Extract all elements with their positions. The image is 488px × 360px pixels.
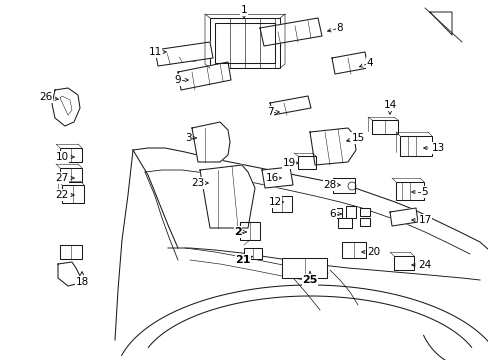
Text: 19: 19 [282,158,295,168]
Text: 10: 10 [55,152,68,162]
Text: 28: 28 [323,180,336,190]
Bar [215,23,274,63]
Text: 21: 21 [235,255,250,265]
Polygon shape [260,18,321,46]
Bar [60,245,82,259]
Text: 24: 24 [418,260,431,270]
Text: 25: 25 [302,275,317,285]
Text: 26: 26 [40,92,53,102]
Text: 14: 14 [383,100,396,110]
Bar [209,18,280,68]
Polygon shape [429,12,451,35]
Polygon shape [155,42,213,66]
Bar [60,148,82,162]
Text: 22: 22 [55,190,68,200]
Bar [371,120,397,134]
Polygon shape [269,96,310,115]
Bar [359,208,369,216]
Text: 18: 18 [75,277,88,287]
Text: 11: 11 [148,47,162,57]
Text: 15: 15 [351,133,364,143]
Bar [359,218,369,226]
Text: 13: 13 [430,143,444,153]
Text: 20: 20 [366,247,380,257]
Bar [271,196,291,212]
Polygon shape [200,165,254,228]
Polygon shape [52,88,80,126]
Text: 1: 1 [240,5,247,15]
Bar [60,168,82,182]
Bar [297,156,315,169]
Bar [337,218,351,228]
Bar [62,185,84,203]
Polygon shape [331,52,367,74]
Bar [399,136,431,156]
Text: 9: 9 [174,75,181,85]
Text: 23: 23 [191,178,204,188]
Bar [329,208,341,218]
Bar [282,258,326,278]
Polygon shape [58,262,80,286]
Polygon shape [192,122,229,162]
Bar [393,256,413,270]
Text: 12: 12 [268,197,281,207]
Text: 3: 3 [184,133,191,143]
Bar [346,206,355,218]
Polygon shape [389,208,417,226]
Bar [332,178,354,193]
Bar [395,182,423,200]
Polygon shape [262,167,292,188]
Text: 27: 27 [55,173,68,183]
Text: 17: 17 [418,215,431,225]
Text: 4: 4 [366,58,372,68]
Bar [244,248,262,259]
Bar [341,242,365,258]
Bar [240,222,260,240]
Text: 8: 8 [336,23,343,33]
Text: 2: 2 [234,227,242,237]
Text: 6: 6 [329,209,336,219]
Text: 5: 5 [421,187,427,197]
Text: 7: 7 [266,107,273,117]
Polygon shape [309,128,355,165]
Text: 16: 16 [265,173,278,183]
Polygon shape [178,62,230,90]
